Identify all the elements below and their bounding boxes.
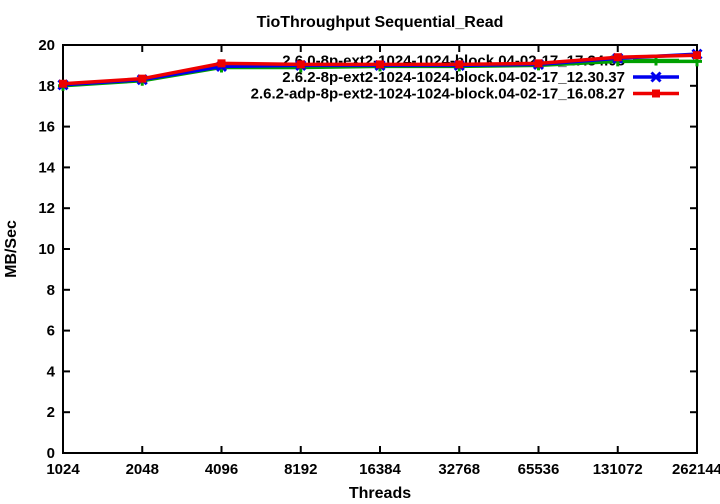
axes: 1024 2048 4096 8192 16384 32768 65536 131072 262… xyxy=(38,37,720,478)
y-tick-label: 16 xyxy=(38,119,55,136)
legend-label: 2.6.2-8p-ext2-1024-1024-block.04-02-17_1… xyxy=(282,69,625,86)
x-axis-label: Threads xyxy=(349,485,411,502)
x-tick-label: 2048 xyxy=(126,461,159,478)
marker-square xyxy=(455,60,464,69)
marker-square xyxy=(59,79,67,88)
marker-square xyxy=(613,53,622,62)
marker-cross xyxy=(650,71,662,83)
x-tick-label: 262144 xyxy=(672,461,720,478)
y-tick-label: 8 xyxy=(47,282,55,299)
y-tick-label: 18 xyxy=(38,78,55,95)
y-tick-label: 2 xyxy=(47,404,55,421)
y-tick-label: 4 xyxy=(47,363,56,380)
marker-square xyxy=(138,74,147,83)
y-tick-label: 6 xyxy=(47,323,55,340)
y-tick-label: 14 xyxy=(38,159,55,176)
marker-square xyxy=(296,60,305,69)
y-axis-label: MB/Sec xyxy=(3,220,20,278)
x-tick-label: 8192 xyxy=(284,461,317,478)
x-tick-label: 1024 xyxy=(46,461,80,478)
x-tick-label: 16384 xyxy=(359,461,401,478)
y-tick-label: 12 xyxy=(38,200,55,217)
marker-square xyxy=(376,60,384,69)
marker-square xyxy=(652,89,660,98)
x-tick-label: 131072 xyxy=(593,461,643,478)
y-tick-label: 20 xyxy=(38,37,55,54)
x-tick-label: 32768 xyxy=(438,461,480,478)
series-layer xyxy=(57,48,703,91)
marker-square xyxy=(217,59,226,68)
chart-title: TioThroughput Sequential_Read xyxy=(257,14,504,31)
legend-label: 2.6.2-adp-8p-ext2-1024-1024-block.04-02-… xyxy=(251,86,625,103)
x-tick-label: 65536 xyxy=(518,461,560,478)
y-tick-label: 0 xyxy=(47,445,55,462)
x-tick-label: 4096 xyxy=(205,461,238,478)
marker-square xyxy=(534,59,543,68)
marker-square xyxy=(693,51,701,60)
plot-border xyxy=(62,44,698,454)
y-tick-label: 10 xyxy=(38,241,55,258)
